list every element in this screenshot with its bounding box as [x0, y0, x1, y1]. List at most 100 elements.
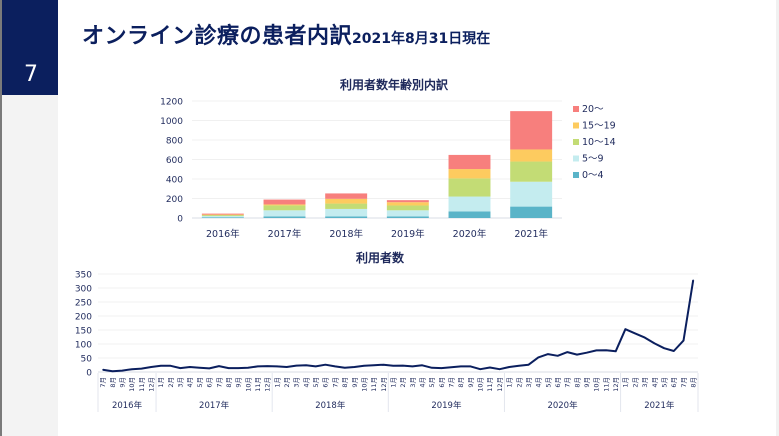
- line-x-month-label: 2月: [631, 377, 639, 388]
- line-data-point: [653, 342, 656, 345]
- bar-segment: [510, 149, 553, 162]
- line-data-point: [160, 365, 162, 367]
- legend-swatch: [573, 122, 579, 129]
- legend-swatch: [573, 106, 579, 112]
- bar-segment: [201, 215, 244, 217]
- line-x-month-label: 6月: [322, 377, 330, 388]
- line-x-month-label: 4月: [302, 377, 310, 388]
- line-data-point: [450, 366, 452, 368]
- line-x-month-label: 8月: [225, 377, 233, 388]
- line-x-month-label: 1月: [506, 377, 514, 388]
- line-y-tick-label: 250: [75, 299, 92, 309]
- line-data-point: [634, 332, 636, 334]
- line-data-point: [131, 368, 133, 370]
- line-data-point: [479, 368, 481, 370]
- line-x-month-label: 6月: [206, 377, 214, 388]
- line-chart-title: 利用者数: [356, 250, 405, 265]
- line-x-month-label: 5月: [660, 377, 668, 388]
- line-x-month-label: 4月: [186, 377, 194, 388]
- line-x-month-label: 10月: [244, 377, 252, 392]
- bar-segment: [448, 211, 491, 218]
- line-data-point: [576, 354, 578, 356]
- line-x-month-label: 10月: [360, 377, 368, 392]
- legend-label: 15〜19: [582, 121, 616, 132]
- bar-x-tick-label: 2020年: [453, 228, 487, 240]
- line-x-month-label: 2月: [283, 377, 291, 388]
- bar-segment: [386, 202, 429, 206]
- line-x-month-label: 7月: [680, 377, 688, 388]
- bar-segment: [510, 111, 553, 150]
- legend-label: 20〜: [582, 104, 604, 115]
- legend-label: 0〜4: [582, 170, 604, 181]
- line-data-point: [431, 367, 433, 369]
- line-x-month-label: 4月: [651, 377, 659, 388]
- line-x-month-label: 3月: [293, 377, 301, 388]
- bar-x-tick-label: 2018年: [329, 228, 363, 240]
- line-x-month-label: 11月: [602, 377, 610, 392]
- line-data-point: [218, 365, 220, 367]
- line-data-point: [353, 366, 356, 368]
- legend-label: 5〜9: [582, 154, 604, 165]
- line-y-tick-label: 100: [75, 341, 92, 351]
- bar-segment: [386, 210, 429, 217]
- line-x-month-label: 9月: [235, 377, 243, 388]
- bar-segment: [510, 161, 553, 182]
- bar-y-tick-label: 400: [166, 176, 183, 186]
- legend-swatch: [573, 139, 579, 145]
- line-x-year-label: 2018年: [315, 400, 346, 411]
- line-x-month-label: 12月: [148, 377, 156, 392]
- line-x-month-label: 6月: [438, 377, 446, 388]
- line-data-point: [489, 366, 491, 369]
- line-data-point: [373, 364, 375, 366]
- line-data-point: [421, 364, 423, 366]
- line-data-point: [440, 367, 443, 369]
- bar-segment: [386, 216, 429, 218]
- page-number: 7: [24, 62, 38, 87]
- bar-segment: [325, 198, 368, 204]
- line-x-month-label: 5月: [544, 377, 552, 388]
- line-x-month-label: 1月: [622, 377, 630, 388]
- bar-segment: [263, 216, 306, 218]
- line-x-month-label: 10月: [128, 377, 136, 392]
- line-data-point: [392, 365, 394, 367]
- line-x-month-label: 5月: [312, 377, 320, 388]
- line-data-point: [508, 366, 510, 368]
- bar-segment: [386, 205, 429, 211]
- line-data-point: [286, 366, 288, 368]
- bar-x-tick-label: 2017年: [268, 228, 302, 240]
- line-x-year-label: 2016年: [112, 400, 143, 411]
- line-x-month-label: 1月: [389, 377, 397, 388]
- line-x-month-label: 11月: [254, 377, 262, 392]
- line-x-month-label: 2月: [167, 377, 175, 388]
- line-x-month-label: 3月: [177, 377, 185, 388]
- line-x-month-label: 8月: [109, 377, 117, 388]
- line-x-month-label: 3月: [409, 377, 417, 388]
- bar-segment: [263, 199, 306, 205]
- line-data-point: [615, 350, 617, 352]
- line-y-tick-label: 0: [86, 369, 92, 379]
- line-data-point: [121, 370, 123, 372]
- line-data-point: [411, 365, 414, 367]
- bar-segment: [263, 210, 306, 217]
- line-data-point: [344, 367, 346, 369]
- line-x-month-label: 2月: [515, 377, 523, 388]
- line-data-point: [208, 367, 210, 369]
- line-data-point: [557, 355, 559, 357]
- line-x-month-label: 7月: [564, 377, 572, 388]
- bar-segment: [201, 216, 244, 218]
- bar-segment: [325, 203, 368, 209]
- bar-segment: [325, 216, 368, 218]
- line-x-month-label: 12月: [264, 377, 272, 392]
- bar-x-tick-label: 2016年: [206, 228, 240, 240]
- line-data-point: [566, 351, 568, 353]
- line-y-tick-label: 300: [75, 285, 92, 295]
- bar-segment: [386, 200, 429, 203]
- legend-swatch: [573, 155, 579, 162]
- line-data-point: [334, 365, 336, 367]
- bar-segment: [201, 217, 244, 218]
- bar-segment: [201, 213, 244, 215]
- line-data-point: [257, 365, 259, 367]
- line-y-tick-label: 200: [75, 313, 92, 323]
